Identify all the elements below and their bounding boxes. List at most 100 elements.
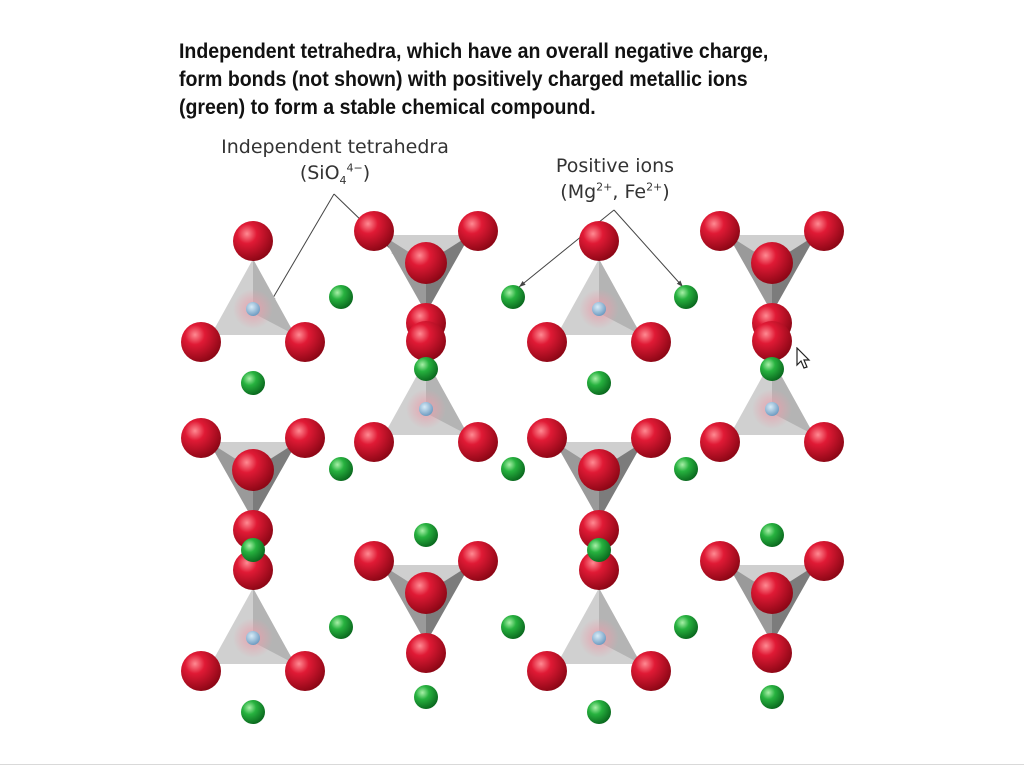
formula-superscript: 4− [346, 161, 363, 175]
metal-ion [760, 357, 784, 381]
metal-ion [587, 371, 611, 395]
oxygen-atom [700, 541, 740, 581]
oxygen-atom [458, 422, 498, 462]
label-ions-formula: (Mg2+, Fe2+) [530, 179, 700, 205]
tetrahedron-apex-down [181, 418, 325, 550]
tetrahedron-apex-up [527, 221, 671, 362]
oxygen-atom [631, 651, 671, 691]
tetra-face-shade [728, 565, 772, 643]
silicon-atom [419, 402, 433, 416]
metal-ion [241, 700, 265, 724]
tetra-face-dark [426, 235, 470, 313]
metal-ion [329, 457, 353, 481]
tetra-face-dark [253, 442, 297, 520]
metal-ion [760, 523, 784, 547]
oxygen-atom [458, 211, 498, 251]
pointer-to-ion-right-head [676, 280, 683, 287]
metal-ion [329, 615, 353, 639]
oxygen-atom-apex [232, 449, 274, 491]
oxygen-atom [579, 550, 619, 590]
bottom-divider [0, 764, 1024, 765]
tetrahedron-apex-up [700, 321, 844, 462]
oxygen-atom-apex [405, 572, 447, 614]
tetra-face-shade [728, 235, 772, 313]
formula-end: ) [362, 162, 371, 184]
metal-ion [587, 538, 611, 562]
oxygen-atom [700, 211, 740, 251]
oxygen-atom [354, 541, 394, 581]
oxygen-atom [631, 322, 671, 362]
fe-charge: 2+ [646, 180, 663, 194]
tetrahedron-apex-up [354, 321, 498, 462]
oxygen-atom [579, 510, 619, 550]
oxygen-atom [233, 221, 273, 261]
oxygen-atom [406, 633, 446, 673]
oxygen-atom [804, 541, 844, 581]
tetrahedra-layer [181, 211, 844, 691]
metal-ion [501, 457, 525, 481]
metal-ion [501, 285, 525, 309]
oxygen-atom-apex [751, 242, 793, 284]
oxygen-atom [181, 418, 221, 458]
formula-base: (SiO [299, 162, 340, 184]
oxygen-atom-apex [578, 449, 620, 491]
tetra-face-dark [772, 235, 816, 313]
metal-ion [241, 371, 265, 395]
oxygen-atom [406, 321, 446, 361]
tetrahedron-apex-up [527, 550, 671, 691]
silicon-atom [765, 402, 779, 416]
metal-ion [760, 685, 784, 709]
metal-ions-layer [241, 285, 784, 724]
metal-ion [241, 538, 265, 562]
metal-ion [674, 285, 698, 309]
oxygen-atom [285, 418, 325, 458]
oxygen-atom [233, 510, 273, 550]
oxygen-atom [804, 211, 844, 251]
tetrahedron-apex-up [181, 221, 325, 362]
oxygen-atom [752, 633, 792, 673]
label-tetrahedra-title: Independent tetrahedra [221, 136, 449, 158]
mouse-cursor-icon [796, 347, 811, 369]
tetra-face-shade [382, 565, 426, 643]
caption: Independent tetrahedra, which have an ov… [179, 38, 830, 122]
silicon-atom [246, 631, 260, 645]
tetrahedron-apex-down [700, 211, 844, 343]
oxygen-atom-apex [405, 242, 447, 284]
pointer-to-ion-right [613, 209, 684, 288]
metal-ion [501, 615, 525, 639]
tetrahedron-apex-down [527, 418, 671, 550]
tetra-face-shade [382, 235, 426, 313]
mg-charge: 2+ [596, 180, 613, 194]
oxygen-atom [233, 550, 273, 590]
caption-line-2: form bonds (not shown) with positively c… [179, 68, 748, 91]
tetra-face-shade [555, 442, 599, 520]
tetra-face-dark [599, 442, 643, 520]
oxygen-atom [579, 221, 619, 261]
metal-ion [674, 615, 698, 639]
label-positive-ions: Positive ions (Mg2+, Fe2+) [530, 153, 700, 205]
pointer-to-ion-left-head [519, 280, 526, 287]
fe-text: , Fe [612, 181, 647, 203]
metal-ion [414, 523, 438, 547]
ion-formula-end: ) [662, 181, 670, 203]
metal-ion [414, 685, 438, 709]
oxygen-atom [752, 321, 792, 361]
oxygen-atom [527, 322, 567, 362]
oxygen-atom [631, 418, 671, 458]
label-ions-title: Positive ions [555, 155, 675, 177]
tetrahedron-apex-down [700, 541, 844, 673]
oxygen-atom [527, 651, 567, 691]
caption-line-3: (green) to form a stable chemical compou… [179, 96, 596, 119]
oxygen-atom [285, 651, 325, 691]
silicon-atom [592, 302, 606, 316]
label-tetrahedra-formula: (SiO44−) [205, 160, 465, 186]
oxygen-atom [354, 422, 394, 462]
oxygen-atom [354, 211, 394, 251]
metal-ion [587, 700, 611, 724]
tetrahedron-apex-down [354, 541, 498, 673]
oxygen-atom-apex [751, 572, 793, 614]
oxygen-atom [181, 651, 221, 691]
formula-subscript: 4 [339, 173, 347, 187]
tetra-face-dark [426, 565, 470, 643]
